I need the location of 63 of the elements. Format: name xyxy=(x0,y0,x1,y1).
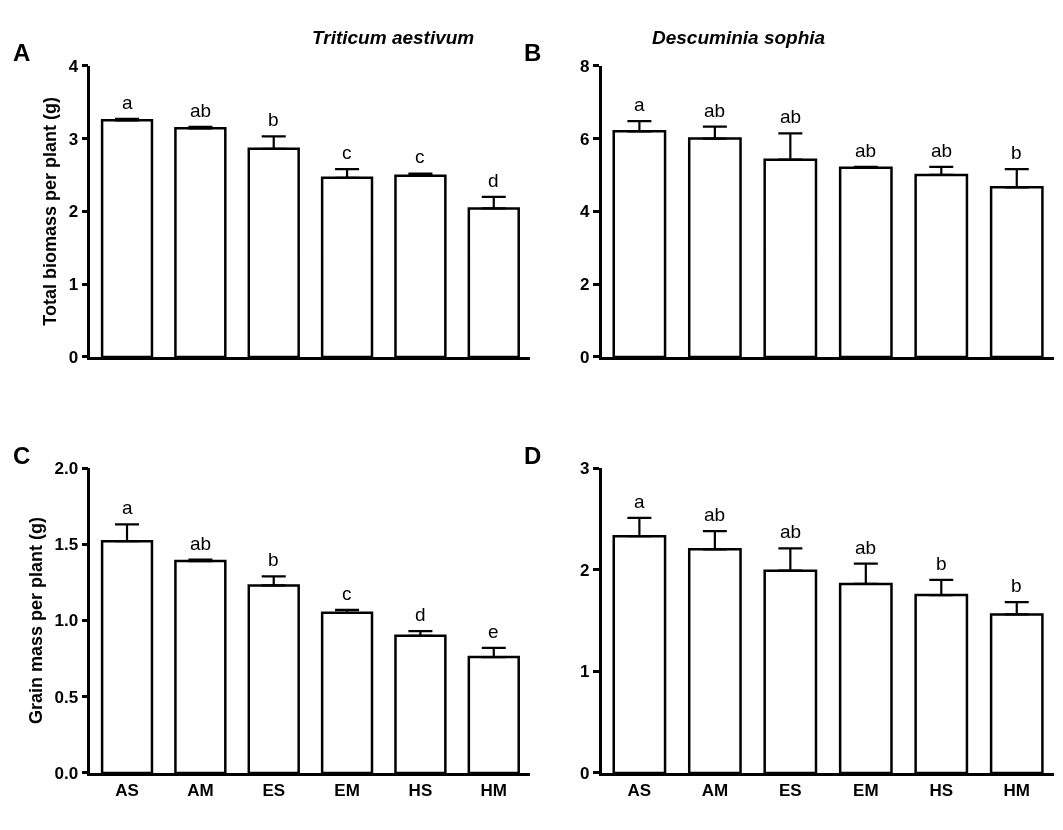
annotation: b xyxy=(268,109,279,130)
y-tick-label: 1.5 xyxy=(54,535,79,555)
annotation: ab xyxy=(190,100,212,121)
x-tick-label: AS xyxy=(627,781,652,801)
y-tick-label: 1 xyxy=(580,662,590,682)
x-tick-label: HM xyxy=(480,781,507,801)
y-tick-label: 0.5 xyxy=(54,687,79,707)
annotation: a xyxy=(634,94,645,115)
y-axis-title: Total biomass per plant (g) xyxy=(39,97,60,326)
annotation: a xyxy=(122,497,133,518)
chart-title: Descuminia sophia xyxy=(652,27,826,48)
annotation: ab xyxy=(780,521,802,542)
chart-title: Triticum aestivum xyxy=(312,27,475,48)
x-tick-label: HS xyxy=(929,781,954,801)
annotation: c xyxy=(342,583,352,604)
annotation: ab xyxy=(855,140,877,161)
y-tick-label: 3 xyxy=(580,458,590,478)
annotation: ab xyxy=(704,100,726,121)
y-tick-label: 3 xyxy=(68,129,79,149)
x-tick-label: AS xyxy=(115,781,139,801)
x-tick-label: HS xyxy=(408,781,433,801)
y-tick-label: 2 xyxy=(580,560,590,580)
x-tick-label: ES xyxy=(778,781,802,801)
y-tick-label: 4 xyxy=(580,202,591,222)
x-tick-label: EM xyxy=(853,781,879,801)
annotation: c xyxy=(342,142,352,163)
x-tick-label: ES xyxy=(262,781,286,801)
annotation: ab xyxy=(190,533,212,554)
annotation: d xyxy=(415,604,426,625)
x-tick-label: AM xyxy=(701,781,729,801)
annotation: a xyxy=(634,491,645,512)
annotation: b xyxy=(268,549,279,570)
annotation: a xyxy=(122,92,133,113)
y-tick-label: 2 xyxy=(68,202,79,222)
y-tick-label: 0 xyxy=(580,763,590,783)
annotation: ab xyxy=(780,106,802,127)
annotation: ab xyxy=(931,140,953,161)
x-tick-label: HM xyxy=(1003,781,1030,801)
annotation: e xyxy=(488,621,499,642)
annotation: B xyxy=(524,39,542,66)
annotation: b xyxy=(936,553,947,574)
x-tick-label: AM xyxy=(187,781,214,801)
annotation: b xyxy=(1011,142,1022,163)
y-tick-label: 1 xyxy=(68,275,79,295)
annotation: ab xyxy=(855,537,877,558)
y-tick-label: 1.0 xyxy=(54,611,79,631)
y-tick-label: 2 xyxy=(580,275,590,295)
annotation: b xyxy=(1011,575,1022,596)
text: C xyxy=(13,442,31,469)
y-tick-label: 6 xyxy=(580,129,590,149)
y-tick-label: 0 xyxy=(580,347,590,367)
annotation: d xyxy=(488,170,499,191)
y-tick-label: 4 xyxy=(68,56,79,76)
annotation: ab xyxy=(704,504,726,525)
annotation: c xyxy=(415,146,425,167)
y-tick-label: 2.0 xyxy=(54,458,79,478)
y-tick-label: 0 xyxy=(68,347,79,367)
y-tick-label: 0.0 xyxy=(54,763,79,783)
text: A xyxy=(13,39,31,66)
y-tick-label: 8 xyxy=(580,56,590,76)
annotation: D xyxy=(524,442,542,469)
x-tick-label: EM xyxy=(334,781,360,801)
y-axis-title: Grain mass per plant (g) xyxy=(25,516,46,725)
